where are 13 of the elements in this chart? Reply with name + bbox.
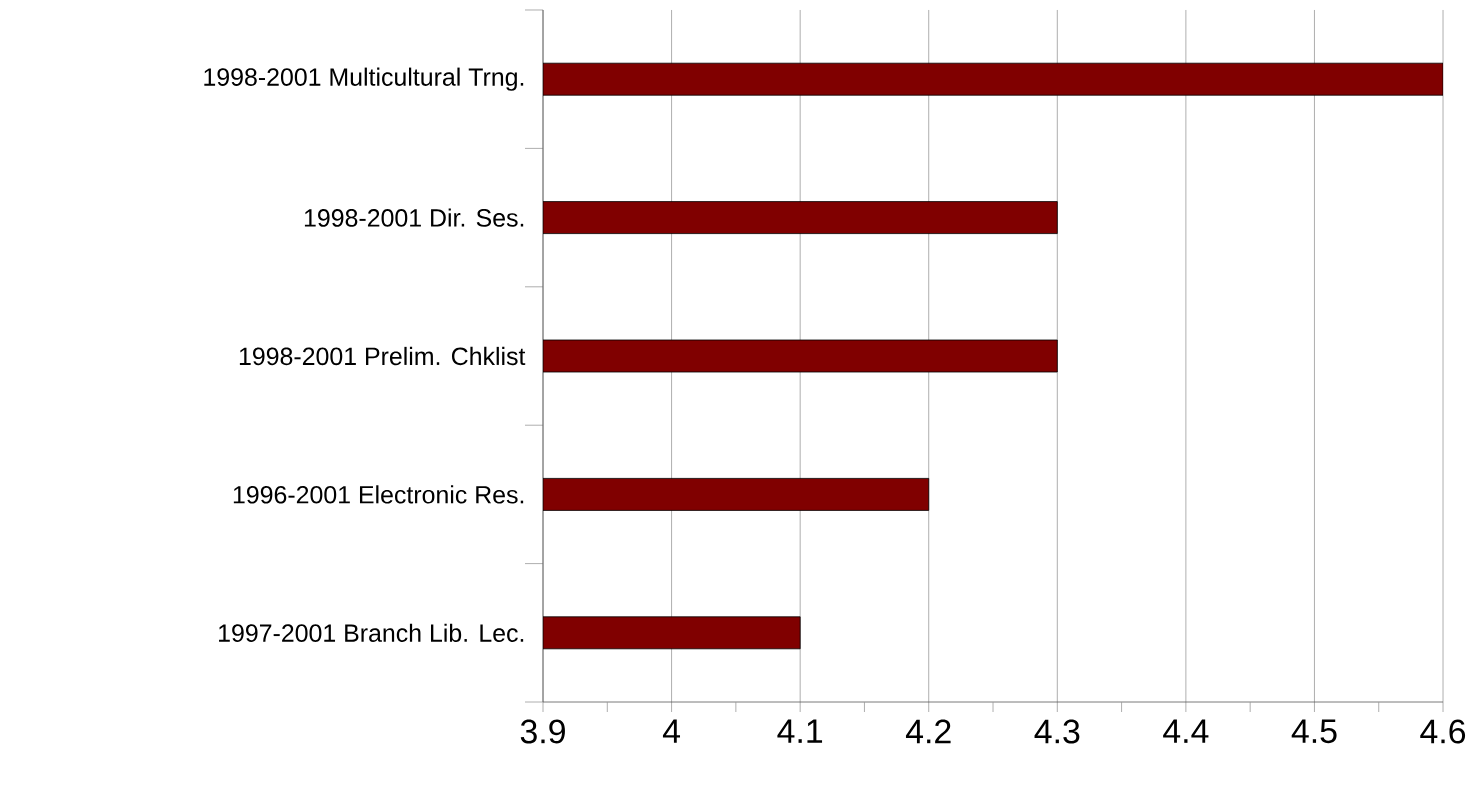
y-tick-label: 1997-2001 Branch Lib. Lec.	[219, 623, 524, 642]
x-tick-label: 3.9	[520, 719, 565, 744]
y-tick-label: 1998-2001 Multicultural Trng.	[204, 67, 524, 91]
x-tick-label: 4.6	[1420, 719, 1466, 744]
x-tick-label: 4.2	[905, 719, 951, 744]
x-tick-label: 4.5	[1291, 719, 1337, 744]
y-tick-label: 1998-2001 Dir. Ses.	[304, 208, 524, 227]
x-tick-label: 4.3	[1034, 719, 1080, 744]
x-tick-label: 4.1	[777, 719, 823, 743]
y-tick-label: 1996-2001 Electronic Res.	[233, 485, 524, 504]
x-tick-label: 4.4	[1163, 719, 1209, 743]
x-tick-label: 4	[662, 719, 681, 743]
y-tick-label: 1998-2001 Prelim. Chklist	[239, 346, 526, 366]
